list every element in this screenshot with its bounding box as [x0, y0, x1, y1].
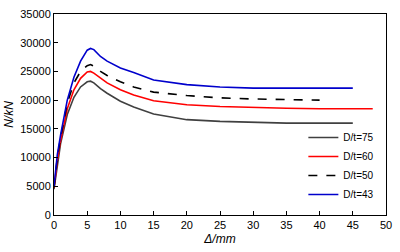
svg-text:35000: 35000 — [20, 8, 51, 20]
svg-text:0: 0 — [45, 209, 51, 221]
svg-text:D/t=50: D/t=50 — [343, 170, 373, 181]
svg-text:10000: 10000 — [20, 151, 51, 163]
svg-text:25: 25 — [214, 219, 226, 231]
svg-text:15000: 15000 — [20, 123, 51, 135]
svg-text:20000: 20000 — [20, 94, 51, 106]
svg-text:N/kN: N/kN — [2, 101, 16, 128]
svg-text:30: 30 — [247, 219, 259, 231]
svg-text:5000: 5000 — [26, 180, 50, 192]
svg-text:50: 50 — [380, 219, 392, 231]
svg-text:D/t=75: D/t=75 — [343, 132, 373, 143]
svg-text:0: 0 — [51, 219, 57, 231]
svg-text:10: 10 — [114, 219, 126, 231]
svg-text:15: 15 — [147, 219, 159, 231]
svg-text:20: 20 — [181, 219, 193, 231]
svg-text:5: 5 — [84, 219, 90, 231]
svg-text:D/t=60: D/t=60 — [343, 151, 373, 162]
svg-text:30000: 30000 — [20, 37, 51, 49]
svg-text:40: 40 — [313, 219, 325, 231]
svg-text:35: 35 — [280, 219, 292, 231]
svg-text:Δ/mm: Δ/mm — [203, 232, 235, 246]
svg-text:D/t=43: D/t=43 — [343, 189, 373, 200]
svg-text:45: 45 — [347, 219, 359, 231]
svg-text:25000: 25000 — [20, 65, 51, 77]
